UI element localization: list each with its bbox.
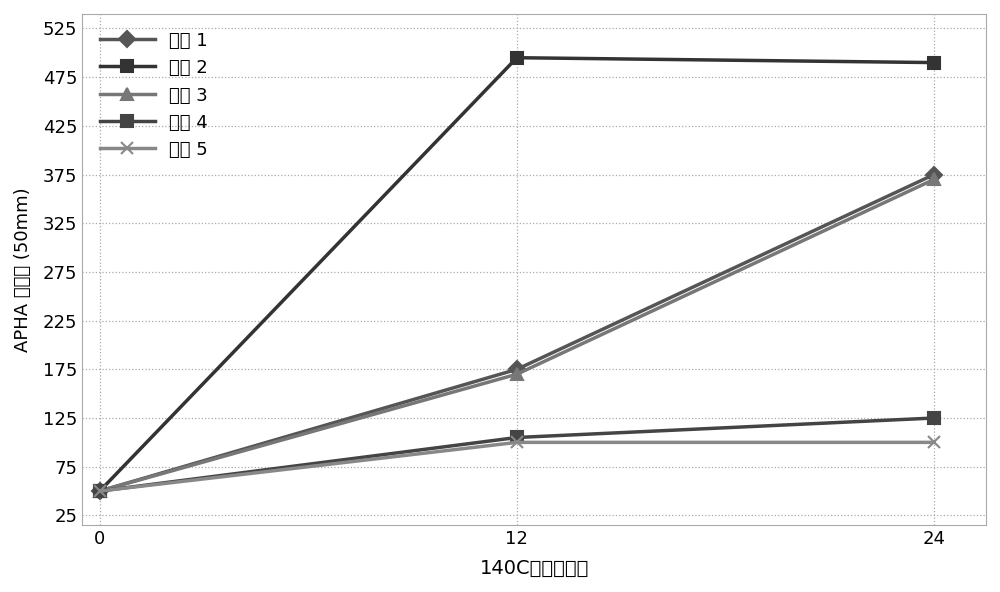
Line: 样品 2: 样品 2 (93, 52, 940, 497)
样品 1 (94, 487, 106, 494)
样品 3 (94, 487, 106, 494)
Y-axis label: APHA 颜色值 (50mm): APHA 颜色值 (50mm) (14, 187, 32, 352)
样品 1 (511, 366, 523, 373)
样品 4 (94, 487, 106, 494)
Line: 样品 1: 样品 1 (94, 169, 940, 497)
样品 2 (511, 54, 523, 61)
样品 4 (928, 414, 940, 422)
样品 3 (511, 371, 523, 378)
样品 1 (928, 171, 940, 178)
样品 5 (928, 439, 940, 446)
Line: 样品 4: 样品 4 (93, 412, 940, 497)
样品 2 (94, 487, 106, 494)
样品 4 (511, 434, 523, 441)
Line: 样品 3: 样品 3 (93, 173, 940, 497)
样品 5 (94, 487, 106, 494)
X-axis label: 140C下的小时数: 140C下的小时数 (480, 559, 589, 578)
Line: 样品 5: 样品 5 (93, 436, 940, 497)
样品 5 (511, 439, 523, 446)
样品 2 (928, 59, 940, 66)
Legend: 样品 1, 样品 2, 样品 3, 样品 4, 样品 5: 样品 1, 样品 2, 样品 3, 样品 4, 样品 5 (91, 23, 217, 168)
样品 3 (928, 176, 940, 183)
